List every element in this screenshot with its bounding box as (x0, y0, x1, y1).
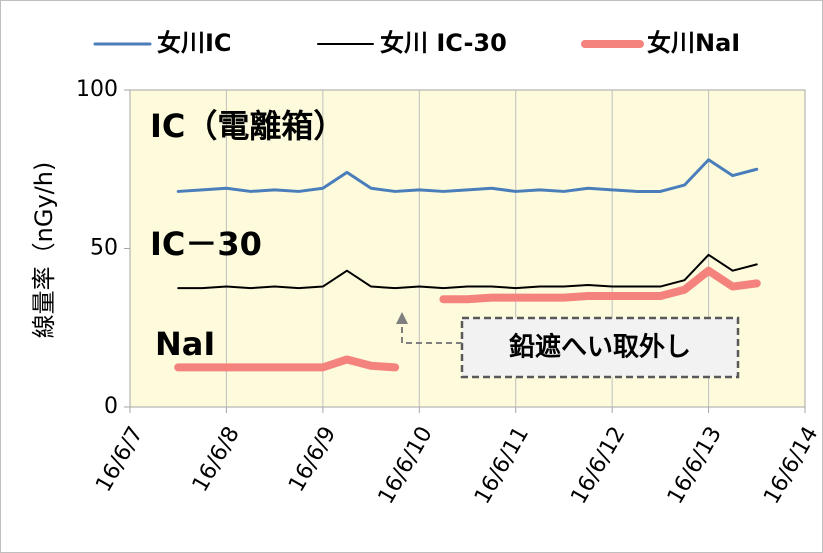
series-line (174, 266, 761, 372)
annotation: IC－30 (150, 225, 262, 263)
series-line (177, 253, 758, 290)
annotation-arrow (401, 322, 462, 344)
arrow-head (396, 312, 408, 324)
legend-label: 女川NaI (647, 29, 740, 57)
annotation: NaI (155, 325, 215, 363)
y-axis-label: 線量率（nGy/h) (30, 162, 58, 339)
legend: 女川IC 女川 IC-30 女川NaI (93, 29, 740, 57)
annotation: IC（電離箱） (150, 107, 345, 145)
series-line (176, 158, 759, 193)
annotation: 鉛遮へい取外し (509, 332, 691, 363)
y-tick-label: 0 (104, 394, 118, 419)
y-tick-label: 50 (90, 236, 118, 261)
y-tick-label: 100 (76, 77, 118, 102)
legend-label: 女川IC (157, 29, 232, 57)
annotation-box (460, 316, 740, 379)
legend-label: 女川 IC-30 (380, 29, 507, 57)
